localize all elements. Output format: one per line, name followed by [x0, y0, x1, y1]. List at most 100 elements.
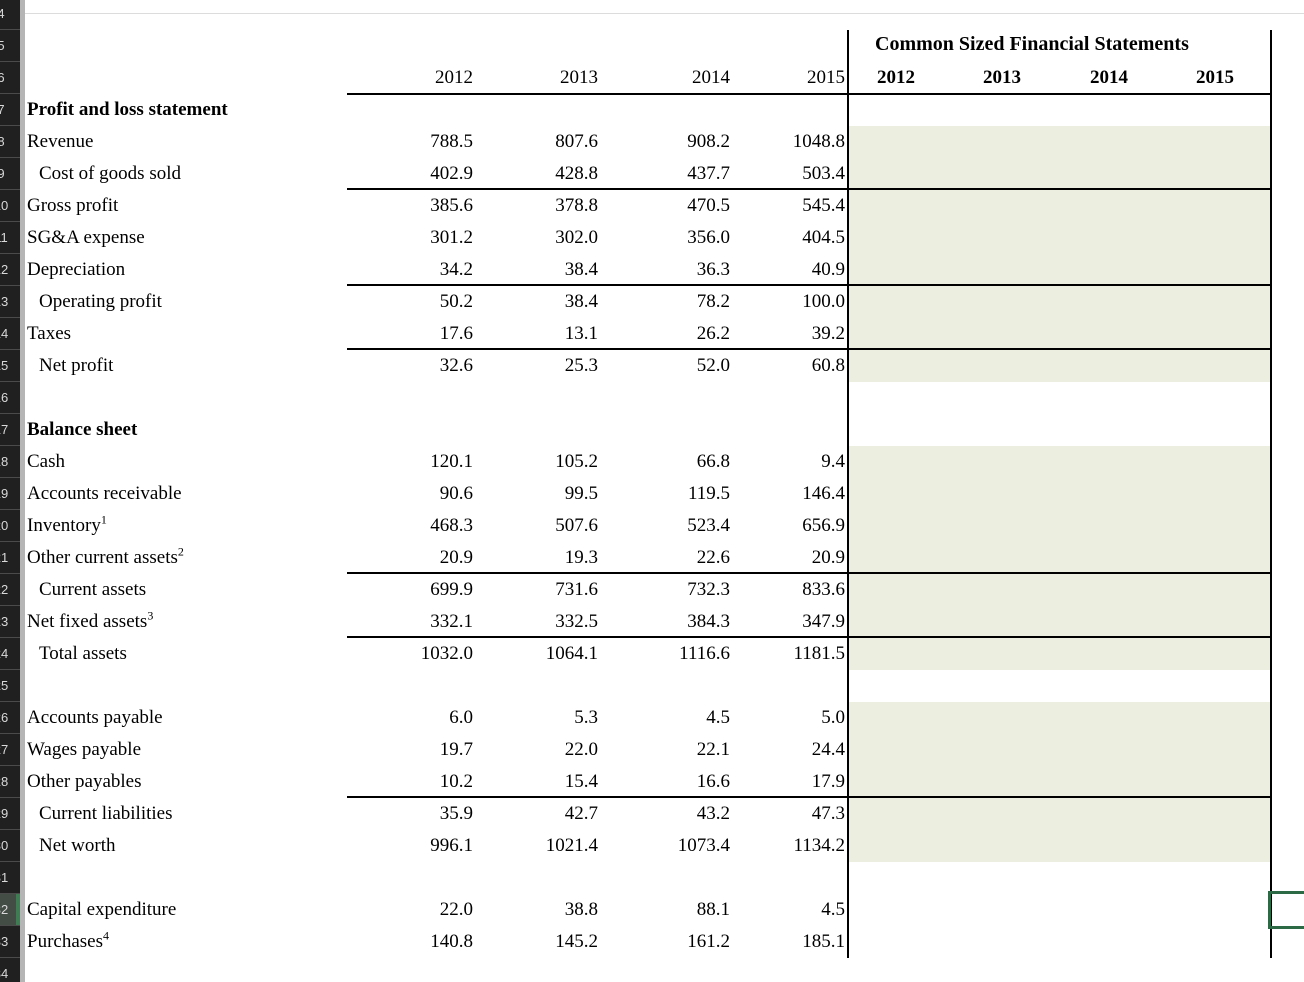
- value-cell[interactable]: 470.5: [687, 195, 730, 216]
- value-cell[interactable]: 36.3: [696, 259, 730, 280]
- row-number-cell[interactable]: 32: [0, 894, 20, 926]
- row-number-cell[interactable]: 22: [0, 574, 20, 606]
- row-number-cell[interactable]: 11: [0, 222, 20, 254]
- row-label-cell[interactable]: Inventory1: [27, 512, 107, 536]
- value-cell[interactable]: 66.8: [696, 451, 730, 472]
- row-number-cell[interactable]: 24: [0, 638, 20, 670]
- value-cell[interactable]: 1021.4: [545, 835, 598, 856]
- value-cell[interactable]: 1134.2: [793, 835, 845, 856]
- value-cell[interactable]: 47.3: [811, 803, 845, 824]
- row-label-cell[interactable]: Wages payable: [27, 739, 141, 760]
- row-number-cell[interactable]: 26: [0, 702, 20, 734]
- value-cell[interactable]: 1064.1: [545, 643, 598, 664]
- value-cell[interactable]: 5.0: [821, 707, 845, 728]
- value-cell[interactable]: 332.5: [555, 611, 598, 632]
- row-label-cell[interactable]: Other current assets2: [27, 544, 184, 568]
- row-number-cell[interactable]: 31: [0, 862, 20, 894]
- row-number-cell[interactable]: 12: [0, 254, 20, 286]
- row-number-cell[interactable]: 29: [0, 798, 20, 830]
- value-cell[interactable]: 145.2: [555, 931, 598, 952]
- value-cell[interactable]: 523.4: [687, 515, 730, 536]
- row-number-cell[interactable]: 25: [0, 670, 20, 702]
- row-label-cell[interactable]: Capital expenditure: [27, 899, 177, 920]
- row-number-cell[interactable]: 17: [0, 414, 20, 446]
- value-cell[interactable]: 356.0: [687, 227, 730, 248]
- value-cell[interactable]: 833.6: [802, 579, 845, 600]
- row-label-cell[interactable]: Profit and loss statement: [27, 99, 228, 120]
- row-label-cell[interactable]: Purchases4: [27, 928, 109, 952]
- value-cell[interactable]: 347.9: [802, 611, 845, 632]
- value-cell[interactable]: 17.6: [439, 323, 473, 344]
- value-cell[interactable]: 22.0: [439, 899, 473, 920]
- value-cell[interactable]: 60.8: [811, 355, 845, 376]
- value-cell[interactable]: 20.9: [811, 547, 845, 568]
- value-cell[interactable]: 24.4: [811, 739, 845, 760]
- value-cell[interactable]: 503.4: [802, 163, 845, 184]
- common-size-year-header[interactable]: 2014: [1090, 67, 1128, 88]
- row-label-cell[interactable]: Net worth: [39, 835, 116, 856]
- row-number-cell[interactable]: 6: [0, 62, 20, 94]
- value-cell[interactable]: 402.9: [430, 163, 473, 184]
- value-cell[interactable]: 732.3: [687, 579, 730, 600]
- row-label-cell[interactable]: Cash: [27, 451, 65, 472]
- value-cell[interactable]: 1073.4: [677, 835, 730, 856]
- value-cell[interactable]: 19.7: [439, 739, 473, 760]
- value-cell[interactable]: 22.1: [696, 739, 730, 760]
- value-cell[interactable]: 34.2: [439, 259, 473, 280]
- row-number-cell[interactable]: 13: [0, 286, 20, 318]
- row-number-cell[interactable]: 23: [0, 606, 20, 638]
- row-label-cell[interactable]: Accounts payable: [27, 707, 163, 728]
- row-label-cell[interactable]: Accounts receivable: [27, 483, 182, 504]
- row-label-cell[interactable]: Current assets: [39, 579, 147, 600]
- value-cell[interactable]: 404.5: [802, 227, 845, 248]
- value-cell[interactable]: 120.1: [430, 451, 473, 472]
- row-number-cell[interactable]: 18: [0, 446, 20, 478]
- value-cell[interactable]: 656.9: [802, 515, 845, 536]
- value-cell[interactable]: 385.6: [430, 195, 473, 216]
- value-cell[interactable]: 301.2: [430, 227, 473, 248]
- value-cell[interactable]: 42.7: [564, 803, 598, 824]
- value-cell[interactable]: 146.4: [802, 483, 845, 504]
- value-cell[interactable]: 20.9: [439, 547, 473, 568]
- row-label-cell[interactable]: Total assets: [39, 643, 127, 664]
- value-cell[interactable]: 43.2: [696, 803, 730, 824]
- row-label-cell[interactable]: Net fixed assets3: [27, 608, 154, 632]
- row-label-cell[interactable]: Operating profit: [39, 291, 162, 312]
- row-number-cell[interactable]: 19: [0, 478, 20, 510]
- value-cell[interactable]: 378.8: [555, 195, 598, 216]
- left-year-header[interactable]: 2015: [807, 67, 845, 88]
- row-label-cell[interactable]: Gross profit: [27, 195, 119, 216]
- value-cell[interactable]: 1032.0: [420, 643, 473, 664]
- value-cell[interactable]: 807.6: [555, 131, 598, 152]
- value-cell[interactable]: 9.4: [821, 451, 845, 472]
- value-cell[interactable]: 185.1: [802, 931, 845, 952]
- row-number-cell[interactable]: 28: [0, 766, 20, 798]
- value-cell[interactable]: 1116.6: [679, 643, 730, 664]
- value-cell[interactable]: 437.7: [687, 163, 730, 184]
- row-number-cell[interactable]: 9: [0, 158, 20, 190]
- row-number-cell[interactable]: 33: [0, 926, 20, 958]
- value-cell[interactable]: 38.4: [564, 291, 598, 312]
- selected-cell-outline[interactable]: [1268, 891, 1304, 929]
- value-cell[interactable]: 5.3: [574, 707, 598, 728]
- value-cell[interactable]: 428.8: [555, 163, 598, 184]
- row-number-cell[interactable]: 4: [0, 0, 20, 30]
- value-cell[interactable]: 105.2: [555, 451, 598, 472]
- value-cell[interactable]: 468.3: [430, 515, 473, 536]
- common-size-year-header[interactable]: 2012: [877, 67, 915, 88]
- row-number-cell[interactable]: 27: [0, 734, 20, 766]
- row-label-cell[interactable]: SG&A expense: [27, 227, 145, 248]
- value-cell[interactable]: 22.0: [564, 739, 598, 760]
- row-number-cell[interactable]: 16: [0, 382, 20, 414]
- value-cell[interactable]: 78.2: [696, 291, 730, 312]
- value-cell[interactable]: 99.5: [564, 483, 598, 504]
- value-cell[interactable]: 302.0: [555, 227, 598, 248]
- left-year-header[interactable]: 2014: [692, 67, 730, 88]
- row-label-cell[interactable]: Revenue: [27, 131, 94, 152]
- value-cell[interactable]: 507.6: [555, 515, 598, 536]
- row-label-cell[interactable]: Other payables: [27, 771, 142, 792]
- value-cell[interactable]: 35.9: [439, 803, 473, 824]
- row-label-cell[interactable]: Cost of goods sold: [39, 163, 181, 184]
- value-cell[interactable]: 731.6: [555, 579, 598, 600]
- value-cell[interactable]: 52.0: [696, 355, 730, 376]
